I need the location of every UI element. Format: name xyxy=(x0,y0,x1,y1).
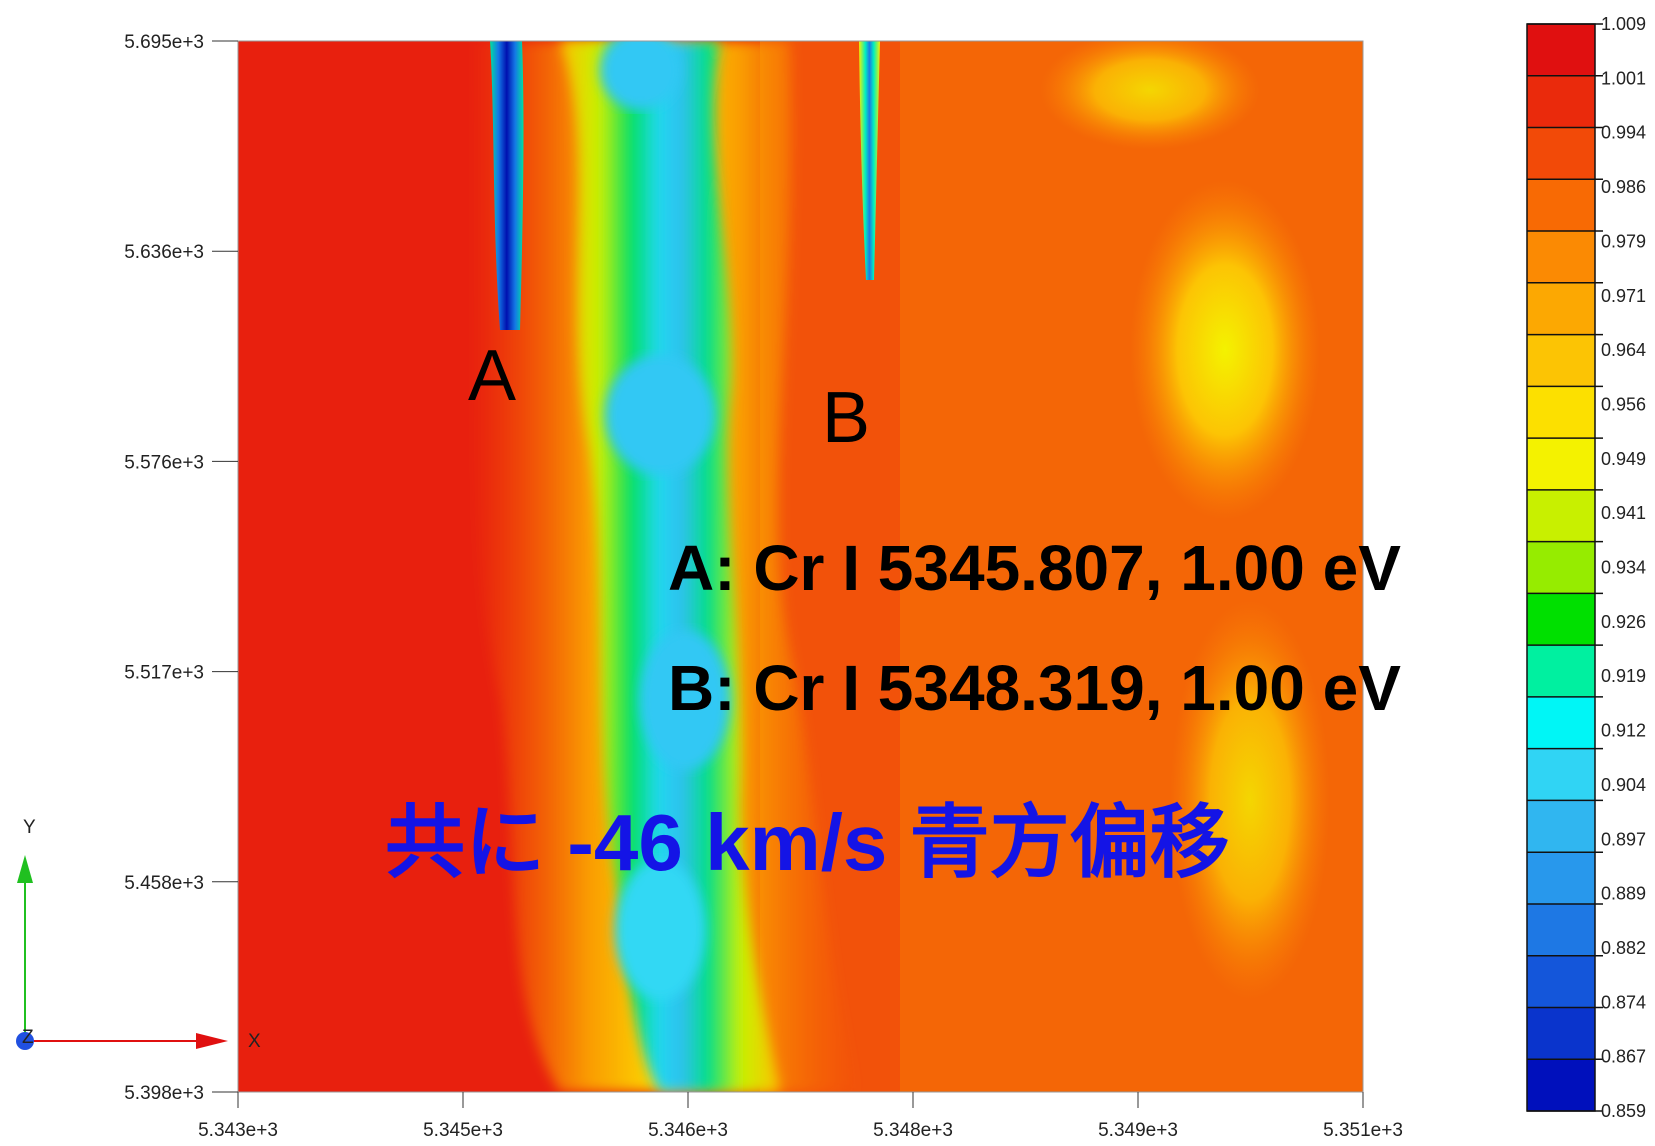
colorbar-swatch xyxy=(1527,593,1595,646)
colorbar-label: 1.001 xyxy=(1601,68,1646,88)
y-tick-label: 5.695e+3 xyxy=(124,32,204,53)
colorbar-swatch xyxy=(1527,800,1595,853)
colorbar-swatch xyxy=(1527,386,1595,439)
colorbar-swatch xyxy=(1527,179,1595,232)
annotation-line-b: B: Cr I 5348.319, 1.00 eV xyxy=(668,652,1401,724)
heatmap-yellow-blob xyxy=(1130,180,1320,520)
colorbar-label: 0.919 xyxy=(1601,666,1646,686)
colorbar-label: 0.889 xyxy=(1601,884,1646,904)
colorbar-swatch xyxy=(1527,75,1595,129)
colorbar-swatch xyxy=(1527,903,1595,957)
x-tick-label: 5.351e+3 xyxy=(1323,1120,1403,1141)
blueshift-note: 共に -46 km/s 青方偏移 xyxy=(385,798,1230,887)
colorbar-swatch xyxy=(1527,696,1595,750)
colorbar-label: 0.994 xyxy=(1601,123,1646,143)
band-core xyxy=(600,41,680,110)
y-tick-label: 5.458e+3 xyxy=(124,873,204,894)
line-a-feature xyxy=(490,41,524,330)
y-tick-label: 5.517e+3 xyxy=(124,663,204,684)
orientation-triad: Y X Z xyxy=(16,817,261,1052)
label-b: B xyxy=(822,378,870,458)
colorbar-swatch xyxy=(1527,955,1595,1008)
colorbar-label: 0.949 xyxy=(1601,449,1646,469)
colorbar-label: 0.964 xyxy=(1601,340,1646,360)
z-axis-letter: Z xyxy=(22,1027,34,1048)
x-axis-letter: X xyxy=(248,1031,261,1052)
colorbar-label: 0.926 xyxy=(1601,612,1646,632)
y-tick-label: 5.636e+3 xyxy=(124,242,204,263)
colorbar-label: 0.986 xyxy=(1601,177,1646,197)
colorbar-label: 0.874 xyxy=(1601,992,1646,1012)
colorbar-label: 0.912 xyxy=(1601,721,1646,741)
y-tick-label: 5.398e+3 xyxy=(124,1083,204,1104)
colorbar-swatch xyxy=(1527,127,1595,180)
x-tick-label: 5.348e+3 xyxy=(873,1120,953,1141)
line-b-feature xyxy=(859,41,880,280)
z-axis-origin-dot xyxy=(16,1032,34,1050)
heatmap-yellow-blob xyxy=(1040,41,1260,150)
colorbar-label: 0.956 xyxy=(1601,394,1646,414)
band-core xyxy=(605,355,715,475)
colorbar-label: 0.934 xyxy=(1601,558,1646,578)
y-tick-label: 5.576e+3 xyxy=(124,452,204,473)
colorbar-swatch xyxy=(1527,748,1595,801)
band-core xyxy=(615,860,705,1000)
plot-area xyxy=(238,41,1363,1092)
colorbar-swatch xyxy=(1527,282,1595,336)
colorbar-swatch xyxy=(1527,541,1595,594)
label-a: A xyxy=(468,336,516,416)
y-axis: 5.695e+3 5.636e+3 5.576e+3 5.517e+3 5.458e+3… xyxy=(124,32,238,1104)
x-tick-label: 5.346e+3 xyxy=(648,1120,728,1141)
colorbar-label: 1.009 xyxy=(1601,14,1646,34)
colorbar-swatch xyxy=(1527,1059,1595,1112)
plot-frame xyxy=(237,40,1364,1093)
colorbar-label: 0.979 xyxy=(1601,231,1646,251)
y-axis-arrowhead xyxy=(17,855,33,883)
colorbar-label: 0.904 xyxy=(1601,775,1646,795)
colorbar-swatch xyxy=(1527,852,1595,905)
colorbar-swatch xyxy=(1527,1007,1595,1060)
x-axis: 5.343e+3 5.345e+3 5.346e+3 5.348e+3 5.349e+3… xyxy=(198,1092,1403,1141)
colorbar-label: 0.897 xyxy=(1601,829,1646,849)
colorbar-frame xyxy=(1526,23,1596,1112)
colorbar-label: 0.941 xyxy=(1601,503,1646,523)
colorbar-label: 0.882 xyxy=(1601,938,1646,958)
colorbar-swatch xyxy=(1527,231,1595,284)
x-axis-arrowhead xyxy=(196,1033,228,1049)
colorbar-swatch xyxy=(1527,645,1595,698)
x-tick-label: 5.343e+3 xyxy=(198,1120,278,1141)
colorbar-label: 0.867 xyxy=(1601,1047,1646,1067)
x-tick-label: 5.345e+3 xyxy=(423,1120,503,1141)
central-band xyxy=(560,41,780,1092)
annotation-line-a: A: Cr I 5345.807, 1.00 eV xyxy=(668,532,1401,604)
colorbar-swatch xyxy=(1527,334,1595,387)
colorbar-swatch xyxy=(1527,489,1595,543)
colorbar-swatch xyxy=(1527,438,1595,491)
y-axis-letter: Y xyxy=(23,817,36,838)
band-core xyxy=(640,630,730,770)
heatmap-yellow-blob xyxy=(1170,600,1330,1000)
colorbar-label: 0.971 xyxy=(1601,286,1646,306)
colorbar-label: 0.859 xyxy=(1601,1101,1646,1121)
colorbar: 1.009 1.001 0.994 0.986 0.979 0.971 0.964 0.956… xyxy=(1526,14,1646,1121)
x-tick-label: 5.349e+3 xyxy=(1098,1120,1178,1141)
colorbar-swatch xyxy=(1527,24,1595,77)
